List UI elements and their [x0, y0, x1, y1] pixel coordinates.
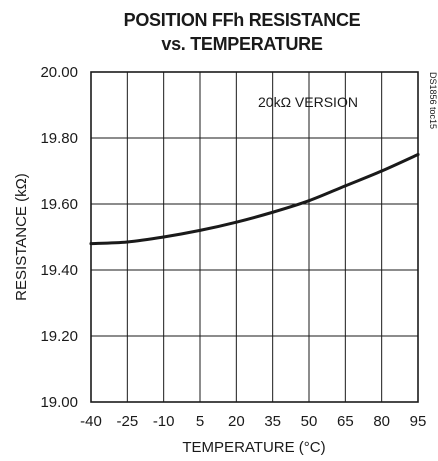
data-point: [234, 220, 238, 224]
data-point: [89, 242, 93, 246]
x-tick-label: 5: [196, 413, 204, 430]
x-tick-label: 95: [410, 413, 427, 430]
data-point: [162, 235, 166, 239]
x-tick-label: -40: [80, 413, 102, 430]
x-tick-label: 20: [228, 413, 245, 430]
grid: [91, 72, 418, 402]
data-point: [198, 228, 202, 232]
y-tick-label: 19.80: [40, 130, 78, 147]
y-tick-label: 19.20: [40, 328, 78, 345]
plot-frame: [90, 71, 419, 403]
version-annotation: 20kΩ VERSION: [258, 94, 358, 110]
data-point: [307, 199, 311, 203]
x-tick-label: 50: [301, 413, 318, 430]
x-tick-label: -10: [153, 413, 175, 430]
y-tick-label: 20.00: [40, 64, 78, 81]
x-tick-label: 35: [264, 413, 281, 430]
document-code: DS1856 toc15: [428, 72, 438, 129]
chart-title-line-2: vs. TEMPERATURE: [161, 34, 322, 54]
x-tick-label: 80: [373, 413, 390, 430]
chart-title-line-1: POSITION FFh RESISTANCE: [124, 10, 361, 30]
y-tick-labels: 20.00 19.80 19.60 19.40 19.20 19.00: [40, 64, 78, 411]
data-point: [343, 184, 347, 188]
data-point: [416, 153, 420, 156]
y-tick-label: 19.60: [40, 196, 78, 213]
data-point: [125, 240, 129, 244]
data-point: [271, 210, 275, 214]
x-axis-label: TEMPERATURE (°C): [182, 439, 325, 456]
x-tick-label: -25: [116, 413, 138, 430]
data-points: [89, 153, 420, 246]
x-tick-labels: -40 -25 -10 5 20 35 50 65 80 95: [80, 413, 426, 430]
resistance-curve: [89, 153, 420, 246]
y-tick-label: 19.00: [40, 394, 78, 411]
x-tick-label: 65: [337, 413, 354, 430]
y-axis-label: RESISTANCE (kΩ): [13, 173, 30, 301]
data-point: [380, 169, 384, 173]
y-tick-label: 19.40: [40, 262, 78, 279]
